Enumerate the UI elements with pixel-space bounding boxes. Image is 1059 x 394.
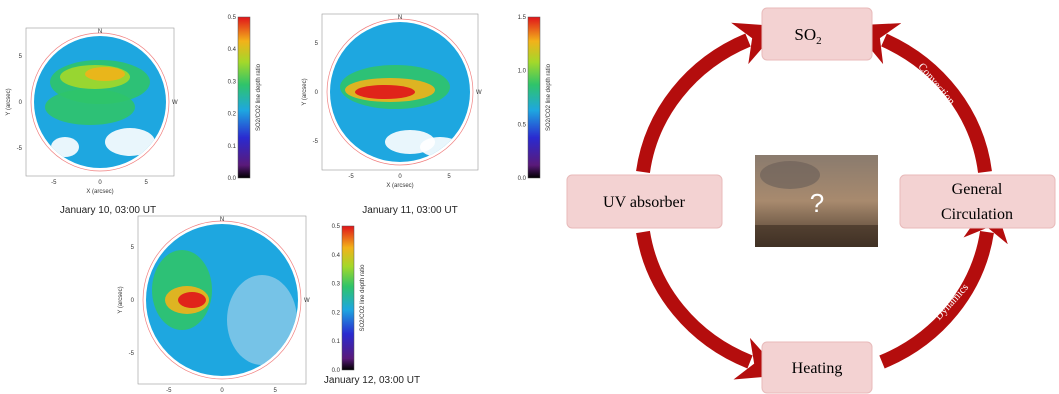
y-tick-label: 0	[19, 100, 23, 106]
colorbar-tick-label: 0.1	[228, 144, 237, 150]
colorbar	[237, 16, 251, 179]
map-region	[45, 89, 135, 125]
x-tick-label: 5	[145, 180, 149, 186]
compass-label: W	[476, 90, 482, 96]
colorbar	[341, 225, 355, 371]
y-axis-label: Y (arcsec)	[6, 88, 12, 115]
colorbar-tick-label: 0.4	[228, 47, 237, 53]
x-tick-label: -5	[166, 388, 172, 394]
colorbar-tick-label: 0.0	[518, 176, 527, 182]
plot-frame	[25, 27, 175, 177]
colorbar-tick-label: 0.5	[332, 224, 341, 230]
x-tick-label: 0	[398, 174, 402, 180]
image-label: ?	[810, 188, 824, 218]
plot-frame	[321, 13, 479, 171]
map-region	[227, 275, 297, 365]
x-tick-label: 5	[274, 388, 278, 394]
x-axis-label: X (arcsec)	[86, 189, 113, 195]
colorbar-tick-label: 0.0	[332, 368, 341, 374]
map-region	[178, 292, 206, 308]
map-panel: N W -5 0 5 5 0 -5 X (arcsec) Y (arcsec) 0.5 0.4 0.3 0…	[6, 15, 262, 216]
image-detail	[760, 161, 820, 189]
node-box	[761, 341, 873, 394]
map-region	[105, 128, 155, 156]
y-axis-label: Y (arcsec)	[118, 286, 124, 313]
x-tick-label: 0	[220, 388, 224, 394]
plot-frame	[137, 215, 307, 385]
colorbar-tick-label: 0.2	[228, 112, 237, 118]
y-tick-label: 0	[131, 298, 135, 304]
y-tick-label: 5	[19, 54, 23, 60]
arrow	[851, 23, 992, 173]
colorbar-tick-label: 0.4	[332, 253, 341, 259]
y-tick-label: -5	[313, 139, 319, 145]
arrow	[879, 196, 1008, 369]
limb	[142, 220, 302, 380]
node-box	[566, 174, 723, 229]
colorbar-tick-label: 0.3	[332, 282, 341, 288]
x-tick-label: -5	[51, 180, 57, 186]
x-tick-label: 0	[98, 180, 102, 186]
colorbar	[527, 16, 541, 179]
arrow	[636, 22, 782, 174]
map-panel: N W -5 0 5 5 0 -5 X (arcsec) Y (arcsec) 1.5 1.0 0.5 0…	[302, 13, 552, 216]
x-axis-label: X (arcsec)	[386, 183, 413, 189]
y-tick-label: -5	[129, 351, 135, 357]
map-region	[85, 67, 125, 81]
colorbar-label: SO2/CO2 line depth ratio	[546, 63, 552, 131]
colorbar-tick-label: 0.3	[228, 79, 237, 85]
colorbar-label: SO2/CO2 line depth ratio	[256, 63, 262, 131]
map-image	[330, 22, 470, 162]
x-tick-label: -5	[348, 174, 354, 180]
colorbar-tick-label: 0.0	[228, 176, 237, 182]
y-tick-label: -5	[17, 146, 23, 152]
node-label: SO2	[794, 25, 821, 47]
compass-label: W	[172, 100, 178, 106]
map-region	[420, 137, 460, 157]
map-caption: January 11, 03:00 UT	[362, 205, 457, 216]
node-box	[761, 7, 873, 61]
y-axis-label: Y (arcsec)	[302, 78, 308, 105]
x-tick-label: 5	[447, 174, 451, 180]
map-region	[51, 137, 79, 157]
node-label: Circulation	[941, 206, 1013, 223]
maps: N W -5 0 5 5 0 -5 X (arcsec) Y (arcsec) 0.5 0.4 0.3 0…	[6, 13, 552, 394]
y-tick-label: 0	[315, 90, 319, 96]
map-caption: January 10, 03:00 UT	[60, 205, 156, 216]
y-tick-label: 5	[315, 41, 319, 47]
node-label: UV absorber	[603, 194, 686, 211]
cycle-diagram: Photochemistry Convection Dynamics Radia…	[566, 7, 1056, 394]
map-caption: January 12, 03:00 UT	[324, 375, 420, 386]
map-image	[146, 224, 298, 376]
arrow	[636, 230, 784, 380]
compass-label: N	[220, 217, 224, 223]
colorbar-tick-label: 0.1	[332, 339, 341, 345]
node-box	[899, 174, 1056, 229]
map-image	[34, 36, 166, 168]
colorbar-label: SO2/CO2 line depth ratio	[360, 264, 366, 332]
image-detail	[755, 225, 878, 247]
y-tick-label: 5	[131, 245, 135, 251]
colorbar-tick-label: 0.2	[332, 310, 341, 316]
colorbar-tick-label: 1.0	[518, 69, 527, 75]
compass-label: W	[304, 298, 310, 304]
map-region	[355, 85, 415, 99]
colorbar-tick-label: 0.5	[518, 122, 527, 128]
node-label: Heating	[792, 360, 843, 377]
compass-label: N	[98, 29, 102, 35]
colorbar-tick-label: 1.5	[518, 15, 527, 21]
limb	[30, 32, 170, 172]
colorbar-tick-label: 0.5	[228, 15, 237, 21]
limb	[326, 18, 474, 166]
compass-label: N	[398, 15, 402, 21]
node-label: General	[952, 181, 1003, 198]
